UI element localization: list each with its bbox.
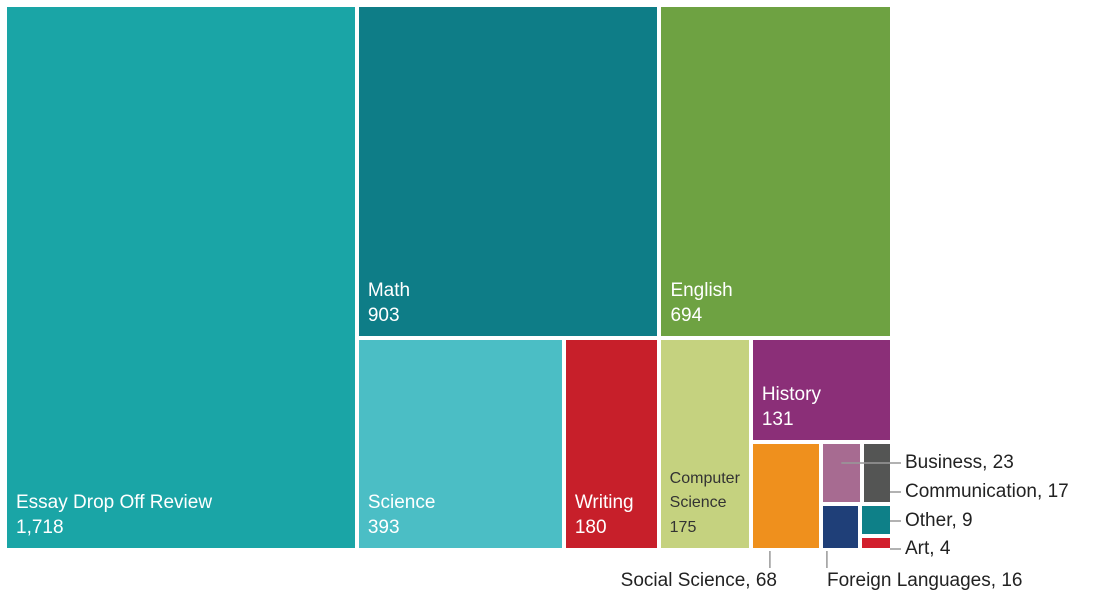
label-value: 23 — [993, 452, 1014, 473]
outside-label: Communication, 17 — [905, 481, 1069, 502]
label-value: 68 — [756, 570, 777, 591]
label-value: 9 — [962, 510, 973, 531]
tile: History 131 — [752, 340, 890, 440]
tile-name: Math — [367, 280, 411, 302]
outside-label: Art, 4 — [905, 538, 951, 559]
tile: Writing 180 — [565, 340, 657, 548]
tile: Science 393 — [358, 340, 562, 548]
outside-label: Social Science, 68 — [621, 570, 777, 591]
tile — [862, 506, 890, 534]
tile — [822, 506, 859, 548]
tile-value: 393 — [367, 516, 400, 538]
label-value: 17 — [1048, 481, 1069, 502]
tile-value: 180 — [574, 516, 607, 538]
label-name: Foreign Languages — [827, 570, 991, 591]
tile-value: 903 — [367, 305, 400, 327]
tile-name: English — [670, 280, 733, 302]
tile-name: History — [761, 383, 821, 405]
label-name: Communication — [905, 481, 1037, 502]
label-name: Art — [905, 538, 930, 559]
label-name: Business — [905, 452, 982, 473]
tile: Essay Drop Off Review 1,718 — [7, 7, 355, 548]
label-name: Other — [905, 510, 953, 531]
tile: Computer Science 175 — [660, 340, 749, 548]
tile-value: 131 — [761, 408, 794, 430]
outside-label: Business, 23 — [905, 452, 1014, 473]
outside-label: Other, 9 — [905, 510, 973, 531]
label-name: Social Science — [621, 570, 746, 591]
tile — [822, 443, 860, 503]
tile: Math 903 — [358, 7, 658, 337]
tile-name: Computer Science — [669, 469, 740, 511]
tile — [862, 537, 890, 548]
tile: English 694 — [661, 7, 890, 337]
label-value: 16 — [1001, 570, 1022, 591]
tile-name: Essay Drop Off Review — [16, 492, 213, 513]
tile-value: 175 — [669, 518, 697, 536]
tile-value: 694 — [670, 305, 703, 327]
tile — [752, 443, 819, 548]
tile-name: Science — [367, 491, 436, 513]
tile — [863, 443, 890, 503]
outside-label: Foreign Languages, 16 — [827, 570, 1022, 591]
tile-name: Writing — [574, 491, 634, 513]
tile-value: 1,718 — [16, 517, 64, 538]
label-value: 4 — [940, 538, 951, 559]
